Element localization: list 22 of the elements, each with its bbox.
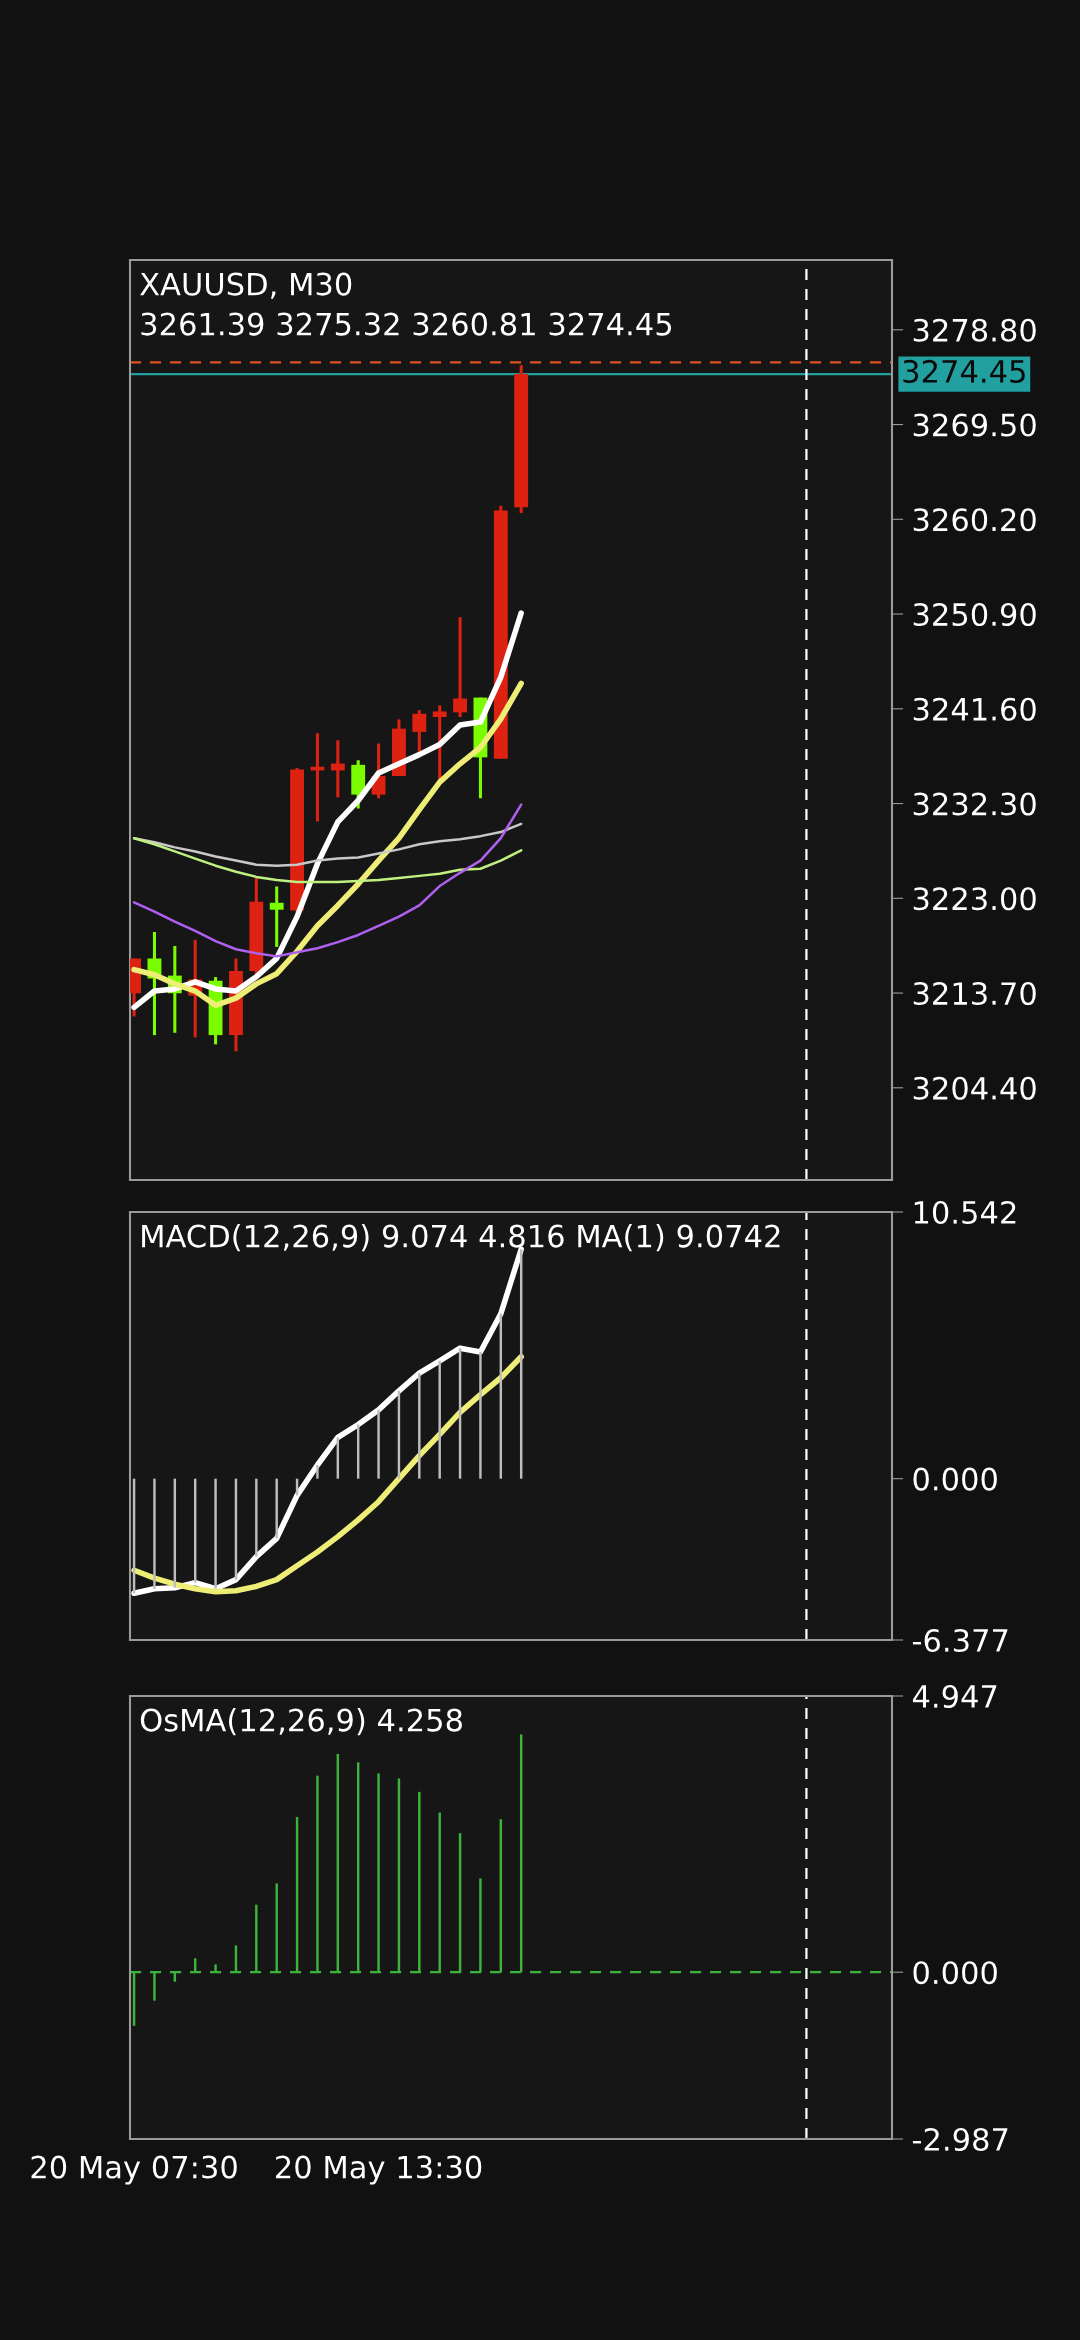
y-tick-label: 10.542 bbox=[914, 1200, 1016, 1225]
ref-line-label: 3274.45 bbox=[903, 359, 1025, 383]
chart-title: XAUUSD, M30 bbox=[140, 272, 352, 299]
y-tick-label: 4.947 bbox=[912, 1684, 997, 1709]
x-tick-label: 20 May 13:30 bbox=[276, 2155, 482, 2185]
y-tick-label: -2.987 bbox=[912, 2127, 1008, 2152]
y-tick-label: -6.377 bbox=[912, 1628, 1008, 1653]
y-tick-label: 3232.30 bbox=[913, 792, 1036, 816]
y-tick-label: 0.000 bbox=[913, 1467, 997, 1491]
y-tick-label: 3223.00 bbox=[913, 887, 1036, 911]
chart-title: OsMA(12,26,9) 4.258 bbox=[140, 1708, 462, 1736]
y-tick-label: 3241.60 bbox=[913, 697, 1036, 721]
text: 3261.39 3275.32 3260.81 3274.45 bbox=[141, 312, 672, 336]
y-tick-label: 3278.80 bbox=[913, 318, 1036, 342]
x-tick-label: 20 May 07:30 bbox=[31, 2155, 237, 2185]
y-tick-label: 3269.50 bbox=[913, 413, 1036, 437]
y-tick-label: 3250.90 bbox=[913, 602, 1036, 627]
y-tick-label: 3213.70 bbox=[913, 981, 1036, 1006]
y-tick-label: 3204.40 bbox=[913, 1076, 1036, 1100]
y-tick-label: 0.000 bbox=[913, 1961, 997, 1985]
y-tick-label: 3260.20 bbox=[913, 508, 1036, 532]
chart-title: MACD(12,26,9) 9.074 4.816 MA(1) 9.0742 bbox=[142, 1224, 780, 1252]
